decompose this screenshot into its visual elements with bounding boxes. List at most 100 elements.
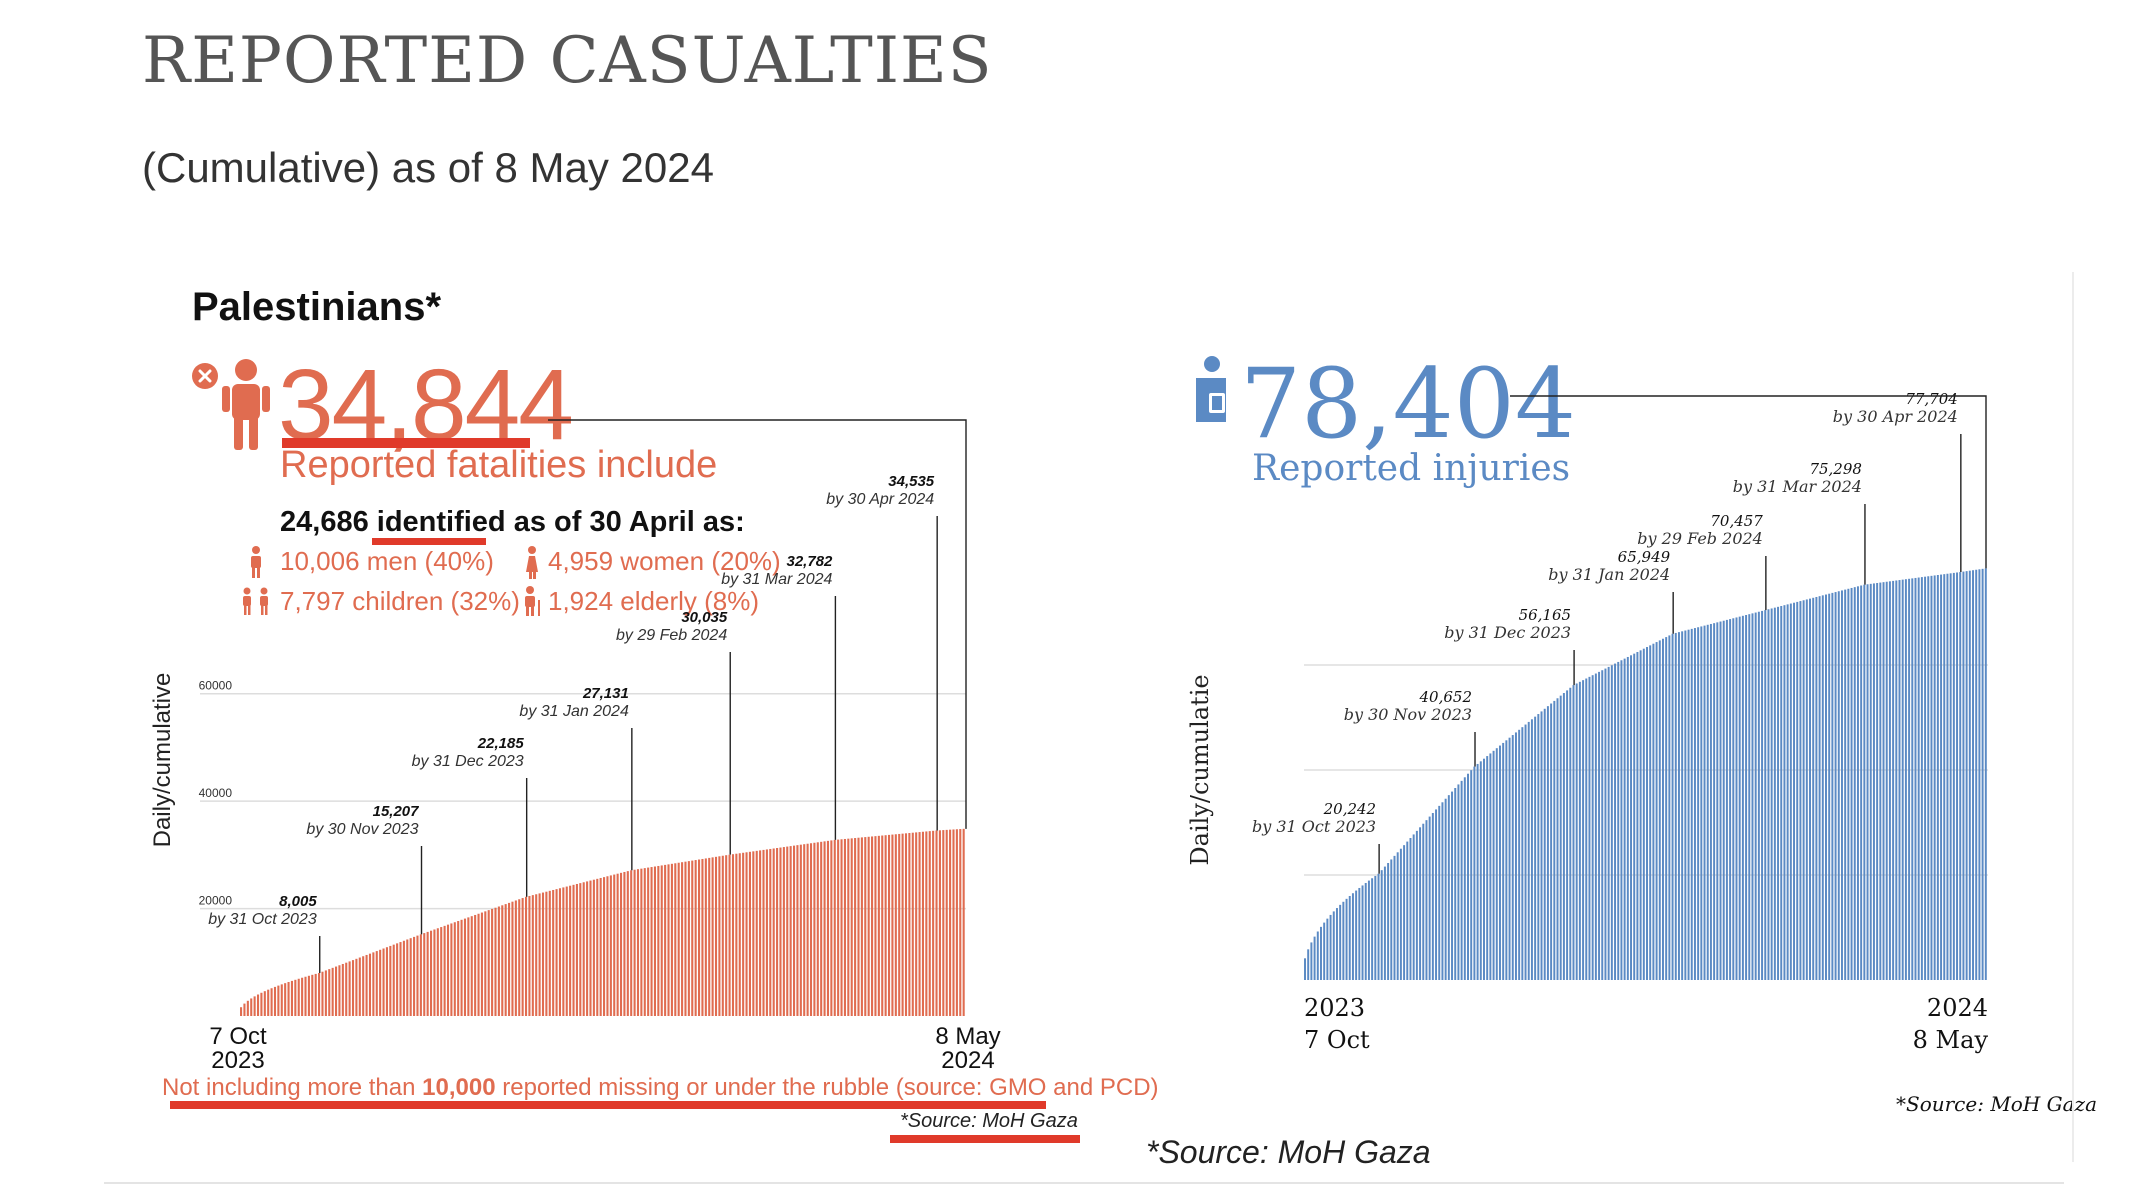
bar [1888,581,1891,980]
bar [1761,610,1764,980]
bar [1617,661,1620,980]
bar [250,998,253,1016]
bar [1626,656,1629,980]
annotation-date: by 31 Dec 2023 [1444,623,1571,642]
bar [1550,703,1553,980]
injuries-total: 78,404 [1240,348,1576,460]
x-start-label: 7 Oct [1304,1026,1370,1054]
bar [738,853,741,1016]
bar [1393,855,1396,980]
bar [1687,629,1690,980]
annotation-date: by 31 Mar 2024 [1733,477,1862,496]
bar [1895,580,1898,980]
bar [1361,885,1364,980]
annotation-value: 20,242 [1323,800,1377,818]
footer-source: *Source: MoH Gaza [1146,1134,1431,1170]
bar [1735,617,1738,980]
bar [355,958,358,1016]
bar [779,847,782,1016]
bar [925,831,928,1016]
annotation-date: by 30 Nov 2023 [1344,705,1472,724]
bar [423,933,426,1016]
bar [840,839,843,1016]
bar [524,896,528,1016]
bar [1904,579,1907,980]
bar [1377,873,1380,980]
bar [1444,798,1447,980]
bar [558,888,562,1016]
annotation-value: 40,652 [1419,688,1473,706]
bar [1319,926,1322,980]
bar [623,871,626,1016]
bar [419,934,422,1016]
bar [1767,609,1770,980]
bar [1757,611,1760,980]
bar [847,838,850,1016]
bar [399,942,402,1016]
bar [311,974,314,1016]
bar [1425,820,1428,980]
bar [1681,631,1684,980]
bar [1924,576,1927,980]
bar [1834,592,1837,980]
bar [769,848,772,1016]
bar [928,831,931,1016]
bar [1793,602,1796,980]
bar [267,989,270,1016]
bar [1898,580,1901,980]
bar [1892,580,1895,980]
bar [1697,627,1700,980]
identified-word: identified [376,506,506,538]
bar [752,851,755,1016]
bar [1732,618,1735,980]
bar [1639,650,1642,980]
bar [1591,675,1594,980]
annotation-value: 56,165 [1519,606,1572,624]
bar [1332,911,1335,980]
bar [545,891,548,1016]
bar [667,864,670,1016]
bar [1367,880,1370,980]
bar [1546,706,1549,980]
bar [864,837,867,1016]
bar [1713,623,1716,980]
bar [1329,914,1332,980]
bar [1476,763,1479,980]
bar [1738,616,1741,980]
bar [1821,595,1824,980]
bar [362,956,365,1016]
bar [901,833,904,1016]
bar [1690,628,1693,980]
bar [521,898,524,1016]
bar [867,836,870,1016]
bar [735,853,738,1016]
bar [1968,570,1971,980]
bar [1952,572,1955,980]
bar [1457,784,1460,980]
annotation-date: by 30 Apr 2024 [826,491,934,508]
bar [1387,863,1390,980]
bar [606,876,609,1016]
bar [796,845,799,1016]
bar [1396,852,1399,980]
bar [820,841,823,1016]
bar [263,991,266,1016]
bar [413,936,416,1016]
bar [843,838,846,1016]
bar [406,939,409,1016]
bar [436,928,439,1016]
bar [674,863,677,1016]
bar [511,901,514,1016]
x-start-label: 7 Oct [209,1023,267,1050]
bar [850,838,853,1016]
bar [1642,648,1645,980]
bar [830,840,833,1016]
bar [945,829,948,1016]
bar [1840,590,1843,980]
bar [1358,887,1361,980]
missing-note-bold: 10,000 [422,1074,496,1101]
annotation-date: by 31 Oct 2023 [1252,817,1376,836]
bar [1339,904,1342,980]
bar [1956,572,1959,980]
bar [630,870,633,1016]
